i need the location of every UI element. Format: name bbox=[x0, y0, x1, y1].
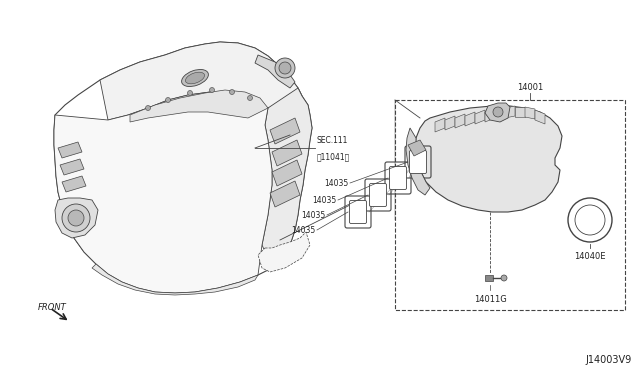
FancyBboxPatch shape bbox=[349, 201, 367, 224]
Text: 14011G: 14011G bbox=[474, 295, 506, 304]
FancyBboxPatch shape bbox=[369, 183, 387, 206]
Polygon shape bbox=[515, 107, 525, 117]
Circle shape bbox=[279, 62, 291, 74]
Polygon shape bbox=[130, 90, 268, 122]
Polygon shape bbox=[262, 88, 312, 258]
Polygon shape bbox=[408, 140, 426, 156]
Polygon shape bbox=[475, 110, 485, 124]
Text: 】11041】: 】11041】 bbox=[317, 152, 350, 161]
Polygon shape bbox=[62, 176, 86, 192]
Polygon shape bbox=[445, 116, 455, 130]
Circle shape bbox=[209, 87, 214, 93]
Circle shape bbox=[68, 210, 84, 226]
Polygon shape bbox=[272, 140, 302, 166]
Polygon shape bbox=[495, 107, 505, 120]
Circle shape bbox=[188, 90, 193, 96]
Polygon shape bbox=[55, 198, 98, 238]
Polygon shape bbox=[255, 55, 295, 88]
Circle shape bbox=[248, 96, 253, 100]
Polygon shape bbox=[270, 118, 300, 144]
Polygon shape bbox=[58, 142, 82, 158]
Polygon shape bbox=[465, 112, 475, 126]
Text: 14035: 14035 bbox=[291, 225, 315, 234]
Polygon shape bbox=[258, 232, 310, 272]
Ellipse shape bbox=[186, 72, 205, 84]
Circle shape bbox=[145, 106, 150, 110]
Polygon shape bbox=[272, 160, 302, 186]
Text: 14035: 14035 bbox=[301, 211, 325, 219]
Polygon shape bbox=[485, 108, 495, 122]
Polygon shape bbox=[100, 42, 302, 120]
Polygon shape bbox=[525, 107, 535, 119]
Polygon shape bbox=[60, 159, 84, 175]
Polygon shape bbox=[415, 106, 562, 212]
Text: FRONT: FRONT bbox=[38, 304, 67, 312]
Text: J14003V9: J14003V9 bbox=[586, 355, 632, 365]
Circle shape bbox=[275, 58, 295, 78]
Circle shape bbox=[501, 275, 507, 281]
Polygon shape bbox=[485, 275, 493, 281]
Polygon shape bbox=[54, 42, 312, 293]
Text: 14001: 14001 bbox=[517, 83, 543, 92]
Ellipse shape bbox=[182, 70, 209, 87]
Polygon shape bbox=[406, 128, 430, 195]
Text: SEC.111: SEC.111 bbox=[317, 136, 348, 145]
Text: 14040E: 14040E bbox=[574, 252, 605, 261]
Circle shape bbox=[575, 205, 605, 235]
Polygon shape bbox=[455, 114, 465, 128]
Bar bbox=[395, 100, 625, 310]
FancyBboxPatch shape bbox=[410, 151, 426, 173]
Polygon shape bbox=[505, 106, 515, 118]
Circle shape bbox=[230, 90, 234, 94]
FancyBboxPatch shape bbox=[390, 167, 406, 189]
Polygon shape bbox=[435, 118, 445, 132]
Polygon shape bbox=[270, 181, 300, 207]
Circle shape bbox=[493, 107, 503, 117]
Circle shape bbox=[568, 198, 612, 242]
Circle shape bbox=[166, 97, 170, 103]
Text: 14035: 14035 bbox=[324, 179, 348, 187]
Polygon shape bbox=[92, 264, 258, 295]
Polygon shape bbox=[535, 110, 545, 124]
Polygon shape bbox=[485, 103, 510, 122]
Text: 14035: 14035 bbox=[312, 196, 336, 205]
Circle shape bbox=[62, 204, 90, 232]
Polygon shape bbox=[54, 92, 272, 293]
